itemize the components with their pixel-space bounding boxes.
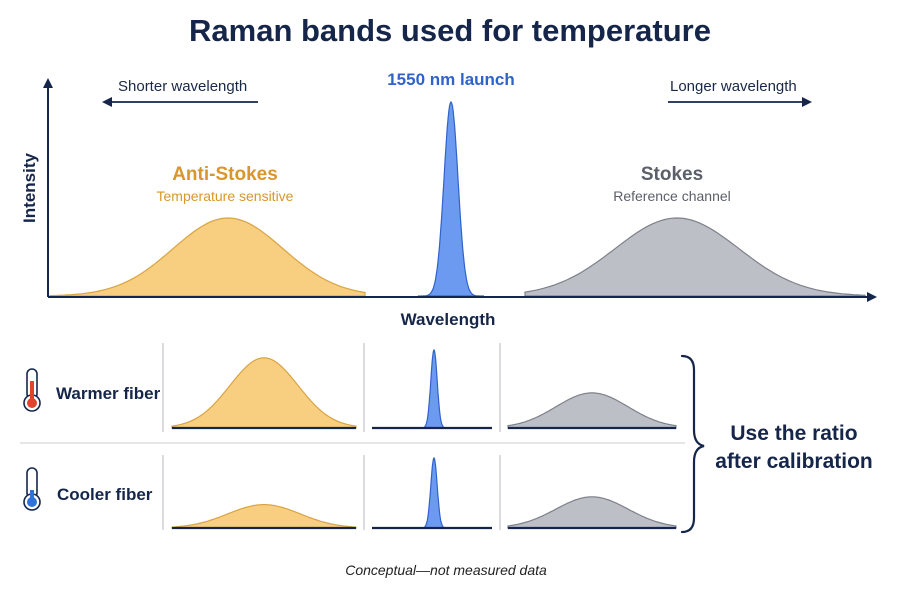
anti-stokes-band (49, 217, 366, 297)
thermometer-hot-icon (23, 368, 41, 412)
launch-label: 1550 nm launch (387, 70, 515, 89)
footnote: Conceptual—not measured data (345, 562, 547, 578)
warm-stokes-band (507, 392, 677, 429)
shorter-wavelength-label: Shorter wavelength (118, 78, 247, 95)
cool-laser-band (420, 457, 448, 529)
warmer-fiber-label: Warmer fiber (56, 384, 161, 403)
anti-stokes-label: Anti-Stokes (172, 164, 278, 185)
warm-laser-band (420, 349, 448, 429)
stokes-band (524, 217, 866, 297)
ratio-note-line1: Use the ratio (730, 422, 857, 445)
thermometer-cold-icon (23, 467, 41, 511)
warm-anti-stokes-band (171, 357, 357, 429)
longer-wavelength-label: Longer wavelength (670, 78, 797, 95)
cool-stokes-band (507, 496, 677, 529)
cool-anti-stokes-band (171, 504, 357, 529)
x-axis-label: Wavelength (401, 310, 496, 329)
curly-brace-icon (680, 354, 705, 534)
cooler-fiber-label: Cooler fiber (57, 485, 153, 504)
page-title: Raman bands used for temperature (189, 13, 711, 48)
ratio-note-line2: after calibration (715, 450, 873, 473)
stokes-label: Stokes (641, 164, 703, 185)
anti-stokes-subtitle: Temperature sensitive (157, 188, 294, 204)
stokes-subtitle: Reference channel (613, 188, 731, 204)
laser-line-band (418, 100, 484, 297)
y-axis-label: Intensity (20, 153, 39, 223)
